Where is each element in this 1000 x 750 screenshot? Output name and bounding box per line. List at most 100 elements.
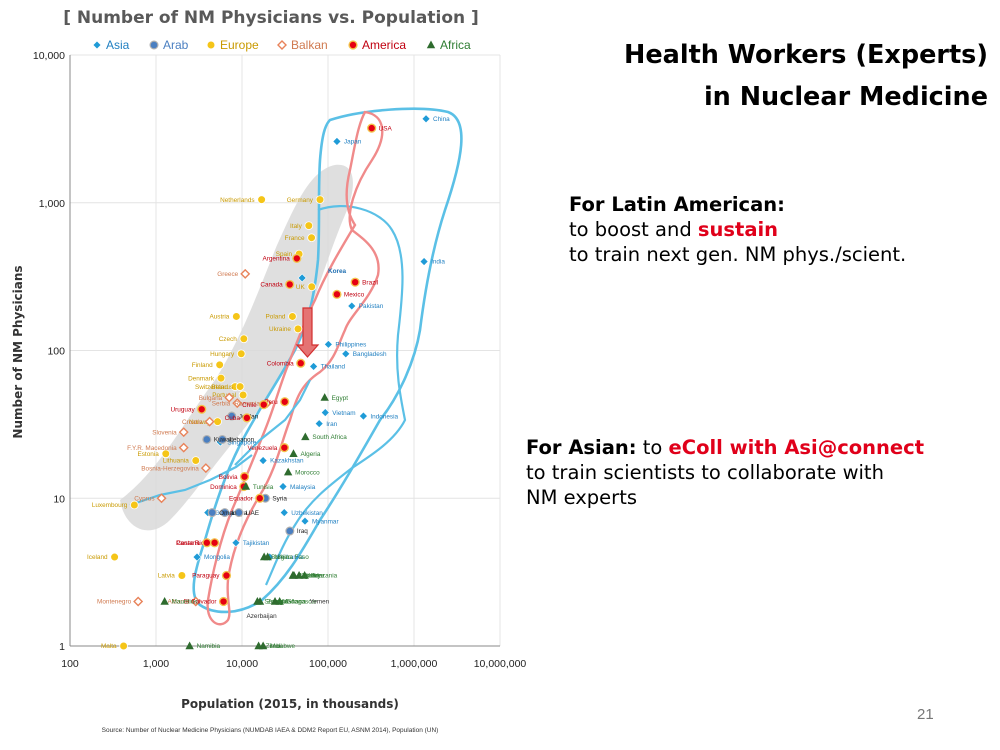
data-point [307,282,317,292]
data-point [304,221,314,230]
x-tick-label: 1,000,000 [391,658,438,670]
data-point [232,398,243,409]
point-label: Thailand [321,364,346,371]
data-point [301,432,310,441]
point-label: Sri Lanka [277,554,304,561]
y-tick-label: 10,000 [33,50,65,62]
data-point [259,400,269,410]
data-point [320,393,329,401]
data-point [255,493,265,503]
point-label: Cuba [225,415,241,422]
point-label: Kuwait [214,437,233,444]
point-label: Japan [344,139,362,146]
legend-label: Europe [220,38,259,52]
legend-marker [206,40,216,50]
point-label: Peru [264,399,278,406]
data-point [236,349,246,359]
data-point [293,324,303,334]
point-label: USA [379,125,393,132]
point-label: Ukraine [269,326,291,333]
point-label: Mali [270,643,282,650]
data-point [297,273,307,283]
point-label: Dominica [210,484,237,491]
asian-line-1: For Asian: to eColl with Asi@connect [526,435,924,460]
point-label: Morocco [295,469,320,476]
point-label: Poland [266,314,286,321]
point-label: Belarus [211,384,233,391]
point-label: Austria [209,314,229,321]
point-label: Kazakhstan [270,458,304,465]
point-label: Switzerland [195,384,228,391]
point-label: Chile [242,402,257,409]
data-point [231,538,241,548]
data-point [350,277,360,287]
point-label: China [433,116,450,123]
data-point [258,456,268,465]
data-point [200,463,211,474]
data-point [232,312,241,321]
data-point [323,339,333,349]
x-tick-label: 10,000 [226,658,258,670]
scatter-chart: [ Number of NM Physicians vs. Population… [11,8,526,734]
x-tick-label: 1,000 [143,658,169,670]
data-point [240,268,251,279]
point-label: Egypt [332,395,349,402]
point-label: Mongolia [204,554,230,561]
point-label: Burkina Faso [271,554,309,561]
legend-label: America [362,38,406,52]
point-label: Lithuania [163,458,189,465]
data-point [309,362,319,371]
point-label: Portugal [212,392,236,399]
slide-title-line-1: Health Workers (Experts) [624,40,988,70]
data-point [283,467,293,476]
point-label: Bulgaria [199,395,223,402]
data-point [292,253,302,264]
point-label: Estonia [137,451,159,458]
point-label: Panama [176,540,200,547]
latin-american-block: For Latin American: to boost and sustain… [569,192,906,267]
point-label: Bolivia [219,474,238,481]
point-label: India [431,259,445,266]
legend-marker [348,40,358,50]
asian-heading: For Asian: [526,436,637,459]
data-point [160,597,169,605]
point-label: Romania [234,400,260,407]
data-point [241,482,251,490]
sustain-emphasis: sustain [697,218,779,241]
point-label: Uganda [300,573,323,580]
point-label: Uzbekistan [291,510,323,517]
data-point [421,114,431,124]
point-label: Iraq [297,528,308,535]
data-point [215,360,224,370]
legend-marker [92,40,102,50]
point-label: Netherlands [220,197,254,204]
point-label: Oman [219,510,237,517]
data-point [218,596,229,607]
point-label: Brazil [362,279,378,286]
point-label: El Salvador [184,599,218,606]
point-label: Myanmar [312,518,340,525]
legend-marker [149,40,159,50]
point-label: F.Y.R. Macedonia [127,445,177,452]
point-label: Lebanon [229,437,254,444]
data-point [294,571,304,579]
data-point [300,571,309,579]
series-america: USA Brazil Mexico Argentina Canada Colombia Pe… [171,123,393,607]
point-label: Montenegro [97,599,132,606]
latin-line-1-text: to boost and [569,218,698,241]
point-label: Costa Rica [176,540,208,547]
data-point [253,597,262,605]
series-europe: Germany Netherlands Italy France Spain UK Pola… [87,195,325,651]
point-label: Croatia [182,419,203,426]
point-label: Zambia [267,599,289,606]
legend-item-europe: Europe [206,38,259,52]
data-point [238,390,248,400]
point-label: Spain [276,251,293,258]
korea-annotation: Korea [328,268,347,275]
legend-marker [277,40,287,50]
point-label: Cyprus [134,495,154,502]
series-asia: China Japan India Pakistan Bangladesh Philipp… [192,114,450,562]
point-label: Syria [272,495,287,502]
data-point [207,508,217,518]
asian-line-1-text: to [636,436,669,459]
